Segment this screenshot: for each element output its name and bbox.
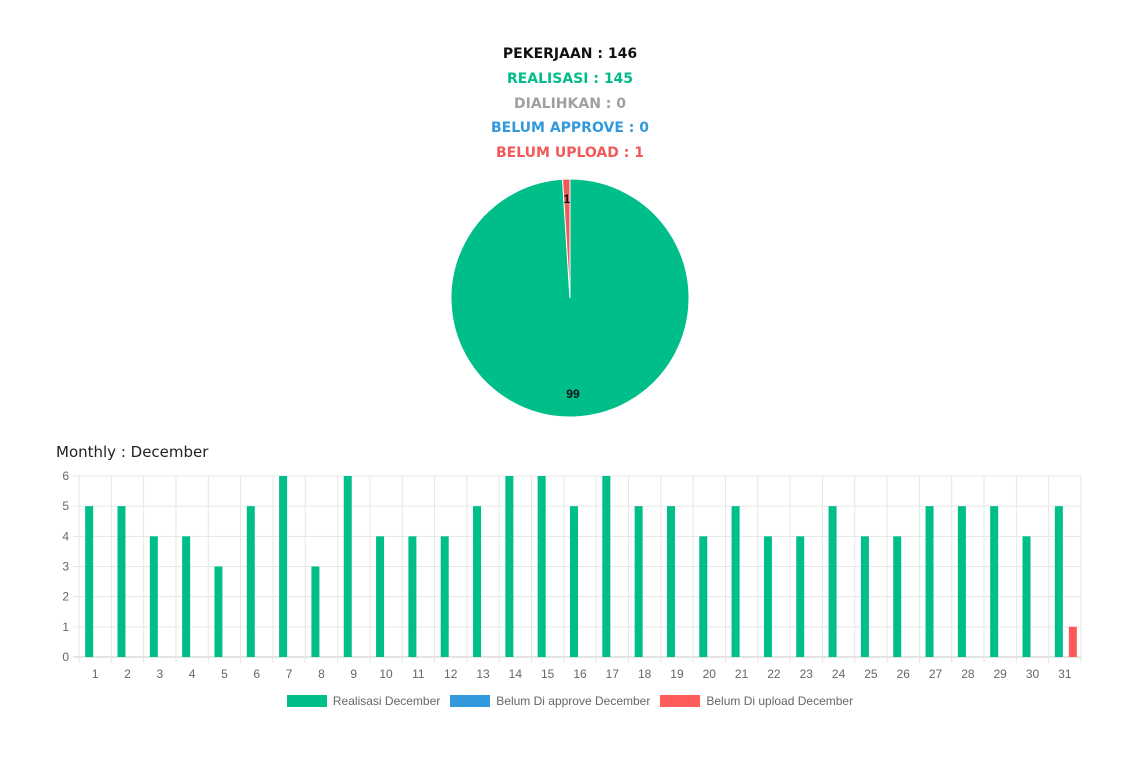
x-tick-label: 22 — [767, 667, 781, 681]
bar-realisasi-december-11[interactable] — [408, 536, 417, 657]
bar-legend: Realisasi December Belum Di approve Dece… — [0, 694, 1140, 708]
pie-data-label: 99 — [566, 387, 580, 401]
y-tick-label: 5 — [62, 499, 69, 513]
pie-chart: 99 1 — [450, 178, 690, 418]
bar-realisasi-december-2[interactable] — [117, 506, 126, 657]
x-tick-label: 2 — [124, 667, 131, 681]
x-tick-label: 11 — [412, 667, 425, 681]
dialihkan-total: DIALIHKAN : 0 — [514, 95, 626, 112]
bar-realisasi-december-3[interactable] — [149, 536, 158, 657]
x-tick-label: 10 — [379, 667, 393, 681]
x-tick-label: 18 — [638, 667, 652, 681]
x-tick-label: 16 — [573, 667, 587, 681]
bar-realisasi-december-30[interactable] — [1022, 536, 1031, 657]
bar-realisasi-december-23[interactable] — [796, 536, 805, 657]
x-tick-label: 6 — [253, 667, 260, 681]
x-tick-label: 5 — [221, 667, 228, 681]
x-tick-label: 21 — [735, 667, 749, 681]
bar-realisasi-december-7[interactable] — [279, 476, 288, 657]
x-tick-label: 13 — [476, 667, 490, 681]
legend-item-realisasi[interactable]: Realisasi December — [286, 694, 441, 708]
x-tick-label: 3 — [156, 667, 163, 681]
bar-realisasi-december-12[interactable] — [440, 536, 449, 657]
x-tick-label: 28 — [961, 667, 975, 681]
x-tick-label: 31 — [1058, 667, 1072, 681]
bar-realisasi-december-9[interactable] — [343, 476, 352, 657]
bar-realisasi-december-17[interactable] — [602, 476, 611, 657]
legend-swatch-realisasi — [286, 695, 327, 707]
x-tick-label: 15 — [541, 667, 555, 681]
bar-realisasi-december-26[interactable] — [893, 536, 902, 657]
bar-realisasi-december-10[interactable] — [376, 536, 385, 657]
bar-realisasi-december-13[interactable] — [473, 506, 482, 657]
pie-slice-belum-upload[interactable] — [561, 178, 571, 299]
bar-realisasi-december-16[interactable] — [570, 506, 578, 657]
legend-swatch-belum-upload — [660, 695, 701, 707]
bar-realisasi-december-21[interactable] — [731, 506, 740, 657]
y-tick-label: 1 — [62, 620, 69, 634]
bar-realisasi-december-28[interactable] — [957, 506, 966, 657]
x-tick-label: 17 — [606, 667, 620, 681]
bar-realisasi-december-19[interactable] — [666, 506, 675, 657]
x-tick-label: 9 — [350, 667, 357, 681]
monthly-title: Monthly : December — [56, 443, 209, 461]
bar-realisasi-december-15[interactable] — [537, 476, 546, 657]
bar-realisasi-december-29[interactable] — [990, 506, 999, 657]
x-tick-label: 25 — [864, 667, 878, 681]
bar-realisasi-december-4[interactable] — [182, 536, 191, 657]
bar-realisasi-december-1[interactable] — [85, 506, 94, 657]
legend-item-belum-upload[interactable]: Belum Di upload December — [660, 694, 853, 708]
bar-realisasi-december-20[interactable] — [699, 536, 708, 657]
y-tick-label: 2 — [62, 590, 69, 604]
bar-realisasi-december-25[interactable] — [860, 536, 869, 657]
legend-swatch-belum-approve — [450, 695, 491, 707]
bar-realisasi-december-22[interactable] — [763, 536, 772, 657]
bar-belum-di-upload-december-31[interactable] — [1068, 626, 1077, 657]
belum-approve-total: BELUM APPROVE : 0 — [491, 120, 649, 137]
legend-label-realisasi: Realisasi December — [332, 694, 441, 708]
x-tick-label: 27 — [929, 667, 943, 681]
realisasi-total: REALISASI : 145 — [506, 70, 634, 87]
legend-item-belum-approve[interactable]: Belum Di approve December — [450, 694, 650, 708]
legend-label-belum-approve: Belum Di approve December — [496, 694, 651, 708]
legend-label-belum-upload: Belum Di upload December — [706, 694, 854, 708]
x-tick-label: 8 — [318, 667, 325, 681]
x-tick-label: 1 — [92, 667, 99, 681]
bar-realisasi-december-5[interactable] — [214, 566, 223, 658]
x-tick-label: 24 — [832, 667, 846, 681]
bar-realisasi-december-24[interactable] — [828, 506, 837, 657]
bar-realisasi-december-6[interactable] — [246, 506, 255, 657]
x-tick-label: 23 — [800, 667, 814, 681]
x-tick-label: 19 — [670, 667, 684, 681]
x-tick-label: 14 — [509, 667, 523, 681]
x-tick-label: 29 — [994, 667, 1008, 681]
x-tick-label: 26 — [897, 667, 911, 681]
pekerjaan-total: PEKERJAAN : 146 — [502, 46, 638, 62]
y-tick-label: 0 — [62, 650, 69, 664]
y-tick-label: 4 — [62, 529, 69, 543]
belum-upload-total: BELUM UPLOAD : 1 — [496, 145, 644, 162]
x-tick-label: 4 — [189, 667, 196, 681]
bar-realisasi-december-27[interactable] — [925, 506, 934, 657]
bar-realisasi-december-31[interactable] — [1054, 506, 1063, 657]
bar-realisasi-december-18[interactable] — [634, 506, 643, 657]
summary-panel: PEKERJAAN : 146 REALISASI : 145 DIALIHKA… — [0, 42, 1140, 166]
bar-realisasi-december-8[interactable] — [311, 566, 320, 658]
bar-realisasi-december-14[interactable] — [505, 476, 514, 657]
pie-data-label: 1 — [564, 192, 571, 206]
y-tick-label: 6 — [62, 469, 69, 483]
x-tick-label: 7 — [286, 667, 293, 681]
y-tick-label: 3 — [62, 560, 69, 574]
x-tick-label: 12 — [444, 667, 458, 681]
x-tick-label: 20 — [703, 667, 717, 681]
x-tick-label: 30 — [1026, 667, 1040, 681]
